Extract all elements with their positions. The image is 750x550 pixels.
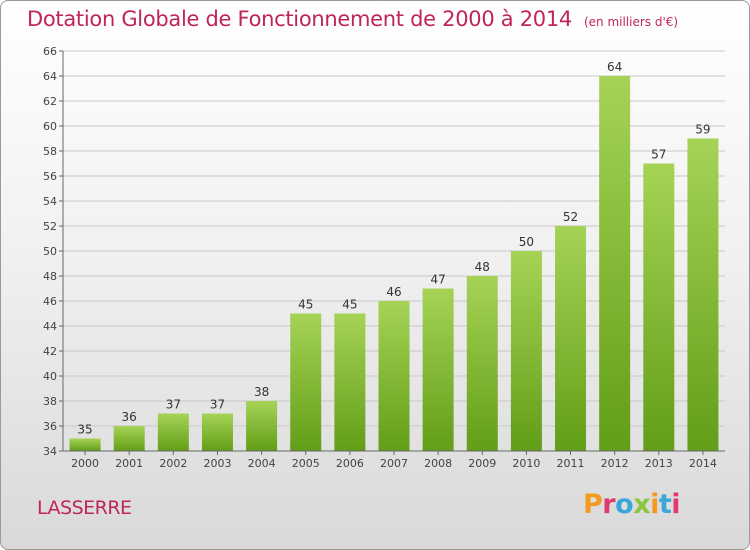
y-tick-label: 58 <box>43 145 57 158</box>
x-axis: 2000 2001 2002 2003 2004 2005 2006 2007 2008 2009… <box>63 450 725 470</box>
x-tick-label-2000: 2000 <box>71 457 99 470</box>
bar-2010 <box>510 251 542 451</box>
chart-title-text: Dotation Globale de Fonctionnement de 20… <box>27 7 572 31</box>
data-label-2007: 46 <box>386 285 401 299</box>
bar-2007 <box>378 301 410 451</box>
data-label-2004: 38 <box>254 385 269 399</box>
logo-letter: P <box>583 489 603 520</box>
logo-letter: i <box>650 489 659 520</box>
y-tick-label: 46 <box>43 295 57 308</box>
logo-letter: x <box>633 489 651 520</box>
data-label-2013: 57 <box>651 148 666 162</box>
x-tick-label-2009: 2009 <box>468 457 496 470</box>
bar-2009 <box>466 276 498 451</box>
y-tick-label: 52 <box>43 220 57 233</box>
bar-2013 <box>643 163 675 451</box>
y-tick-label: 50 <box>43 245 57 258</box>
data-label-2006: 45 <box>342 298 357 312</box>
y-tick-label: 38 <box>43 395 57 408</box>
y-tick-label: 54 <box>43 195 57 208</box>
data-label-2012: 64 <box>607 60 622 74</box>
proxiti-logo[interactable]: Proxiti <box>583 489 681 520</box>
y-tick-label: 40 <box>43 370 57 383</box>
data-label-2001: 36 <box>122 410 137 424</box>
chart-subtitle: (en milliers d'€) <box>583 15 679 29</box>
commune-name: LASSERRE <box>37 497 132 519</box>
logo-letter: t <box>658 489 672 520</box>
data-label-2009: 48 <box>475 260 490 274</box>
y-tick-label: 60 <box>43 120 57 133</box>
y-axis: 34 36 38 40 42 44 46 48 50 52 54 56 58 60 62 64 66 <box>43 45 64 458</box>
data-label-2010: 50 <box>519 235 534 249</box>
y-tick-label: 64 <box>43 70 57 83</box>
y-tick-label: 44 <box>43 320 57 333</box>
x-tick-label-2007: 2007 <box>380 457 408 470</box>
x-tick-label-2014: 2014 <box>689 457 717 470</box>
bar-2001 <box>113 426 145 451</box>
bars: 35 36 37 37 38 45 45 46 47 48 50 52 64 57 59 <box>69 60 719 451</box>
x-tick-label-2004: 2004 <box>248 457 276 470</box>
logo-letter: o <box>615 489 634 520</box>
x-tick-label-2001: 2001 <box>115 457 143 470</box>
x-tick-label-2003: 2003 <box>203 457 231 470</box>
data-label-2008: 47 <box>430 273 445 287</box>
bar-2000 <box>69 438 101 451</box>
bar-2002 <box>157 413 189 451</box>
y-tick-label: 48 <box>43 270 57 283</box>
data-label-2000: 35 <box>77 423 92 437</box>
y-tick-label: 56 <box>43 170 57 183</box>
bar-2008 <box>422 288 454 451</box>
bar-2011 <box>555 226 587 451</box>
x-tick-label-2005: 2005 <box>292 457 320 470</box>
x-tick-label-2012: 2012 <box>601 457 629 470</box>
bar-2004 <box>246 401 278 451</box>
y-tick-label: 34 <box>43 445 57 458</box>
data-label-2014: 59 <box>695 123 710 137</box>
x-tick-label-2002: 2002 <box>159 457 187 470</box>
data-label-2005: 45 <box>298 298 313 312</box>
y-tick-label: 36 <box>43 420 57 433</box>
y-tick-label: 62 <box>43 95 57 108</box>
bar-2003 <box>201 413 233 451</box>
data-label-2003: 37 <box>210 398 225 412</box>
logo-letter: r <box>602 489 616 520</box>
data-label-2011: 52 <box>563 210 578 224</box>
x-tick-label-2010: 2010 <box>512 457 540 470</box>
bar-2012 <box>599 76 631 451</box>
y-tick-label: 66 <box>43 45 57 58</box>
y-tick-label: 42 <box>43 345 57 358</box>
bar-2014 <box>687 138 719 451</box>
bar-2006 <box>334 313 366 451</box>
bar-2005 <box>290 313 322 451</box>
x-tick-label-2013: 2013 <box>645 457 673 470</box>
data-label-2002: 37 <box>166 398 181 412</box>
chart-title: Dotation Globale de Fonctionnement de 20… <box>27 7 678 31</box>
x-tick-label-2011: 2011 <box>557 457 585 470</box>
x-tick-label-2006: 2006 <box>336 457 364 470</box>
logo-letter: i <box>671 489 681 520</box>
x-tick-label-2008: 2008 <box>424 457 452 470</box>
